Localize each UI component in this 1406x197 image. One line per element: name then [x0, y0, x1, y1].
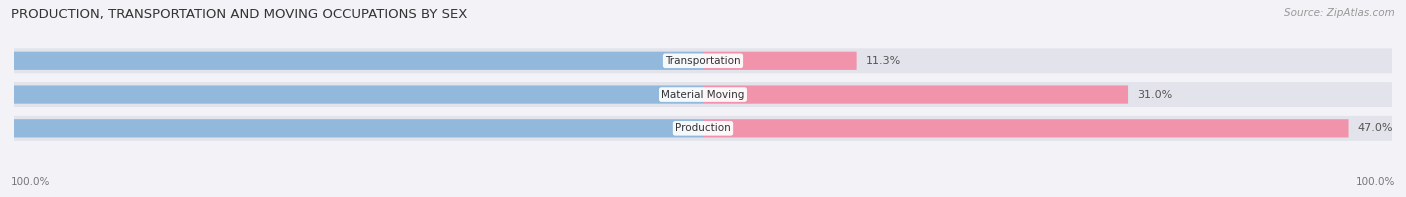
FancyBboxPatch shape: [703, 52, 856, 70]
FancyBboxPatch shape: [14, 116, 1392, 141]
FancyBboxPatch shape: [0, 119, 703, 138]
FancyBboxPatch shape: [14, 48, 1392, 73]
Text: Production: Production: [675, 123, 731, 133]
FancyBboxPatch shape: [14, 82, 1392, 107]
FancyBboxPatch shape: [0, 85, 703, 104]
Text: Material Moving: Material Moving: [661, 90, 745, 99]
Text: 31.0%: 31.0%: [1137, 90, 1173, 99]
FancyBboxPatch shape: [703, 85, 1128, 104]
Text: 47.0%: 47.0%: [1358, 123, 1393, 133]
Text: 11.3%: 11.3%: [866, 56, 901, 66]
Text: Transportation: Transportation: [665, 56, 741, 66]
FancyBboxPatch shape: [0, 52, 703, 70]
Text: 100.0%: 100.0%: [11, 177, 51, 187]
Text: 100.0%: 100.0%: [1355, 177, 1395, 187]
Text: Source: ZipAtlas.com: Source: ZipAtlas.com: [1284, 8, 1395, 18]
FancyBboxPatch shape: [703, 119, 1348, 138]
Text: PRODUCTION, TRANSPORTATION AND MOVING OCCUPATIONS BY SEX: PRODUCTION, TRANSPORTATION AND MOVING OC…: [11, 8, 468, 21]
